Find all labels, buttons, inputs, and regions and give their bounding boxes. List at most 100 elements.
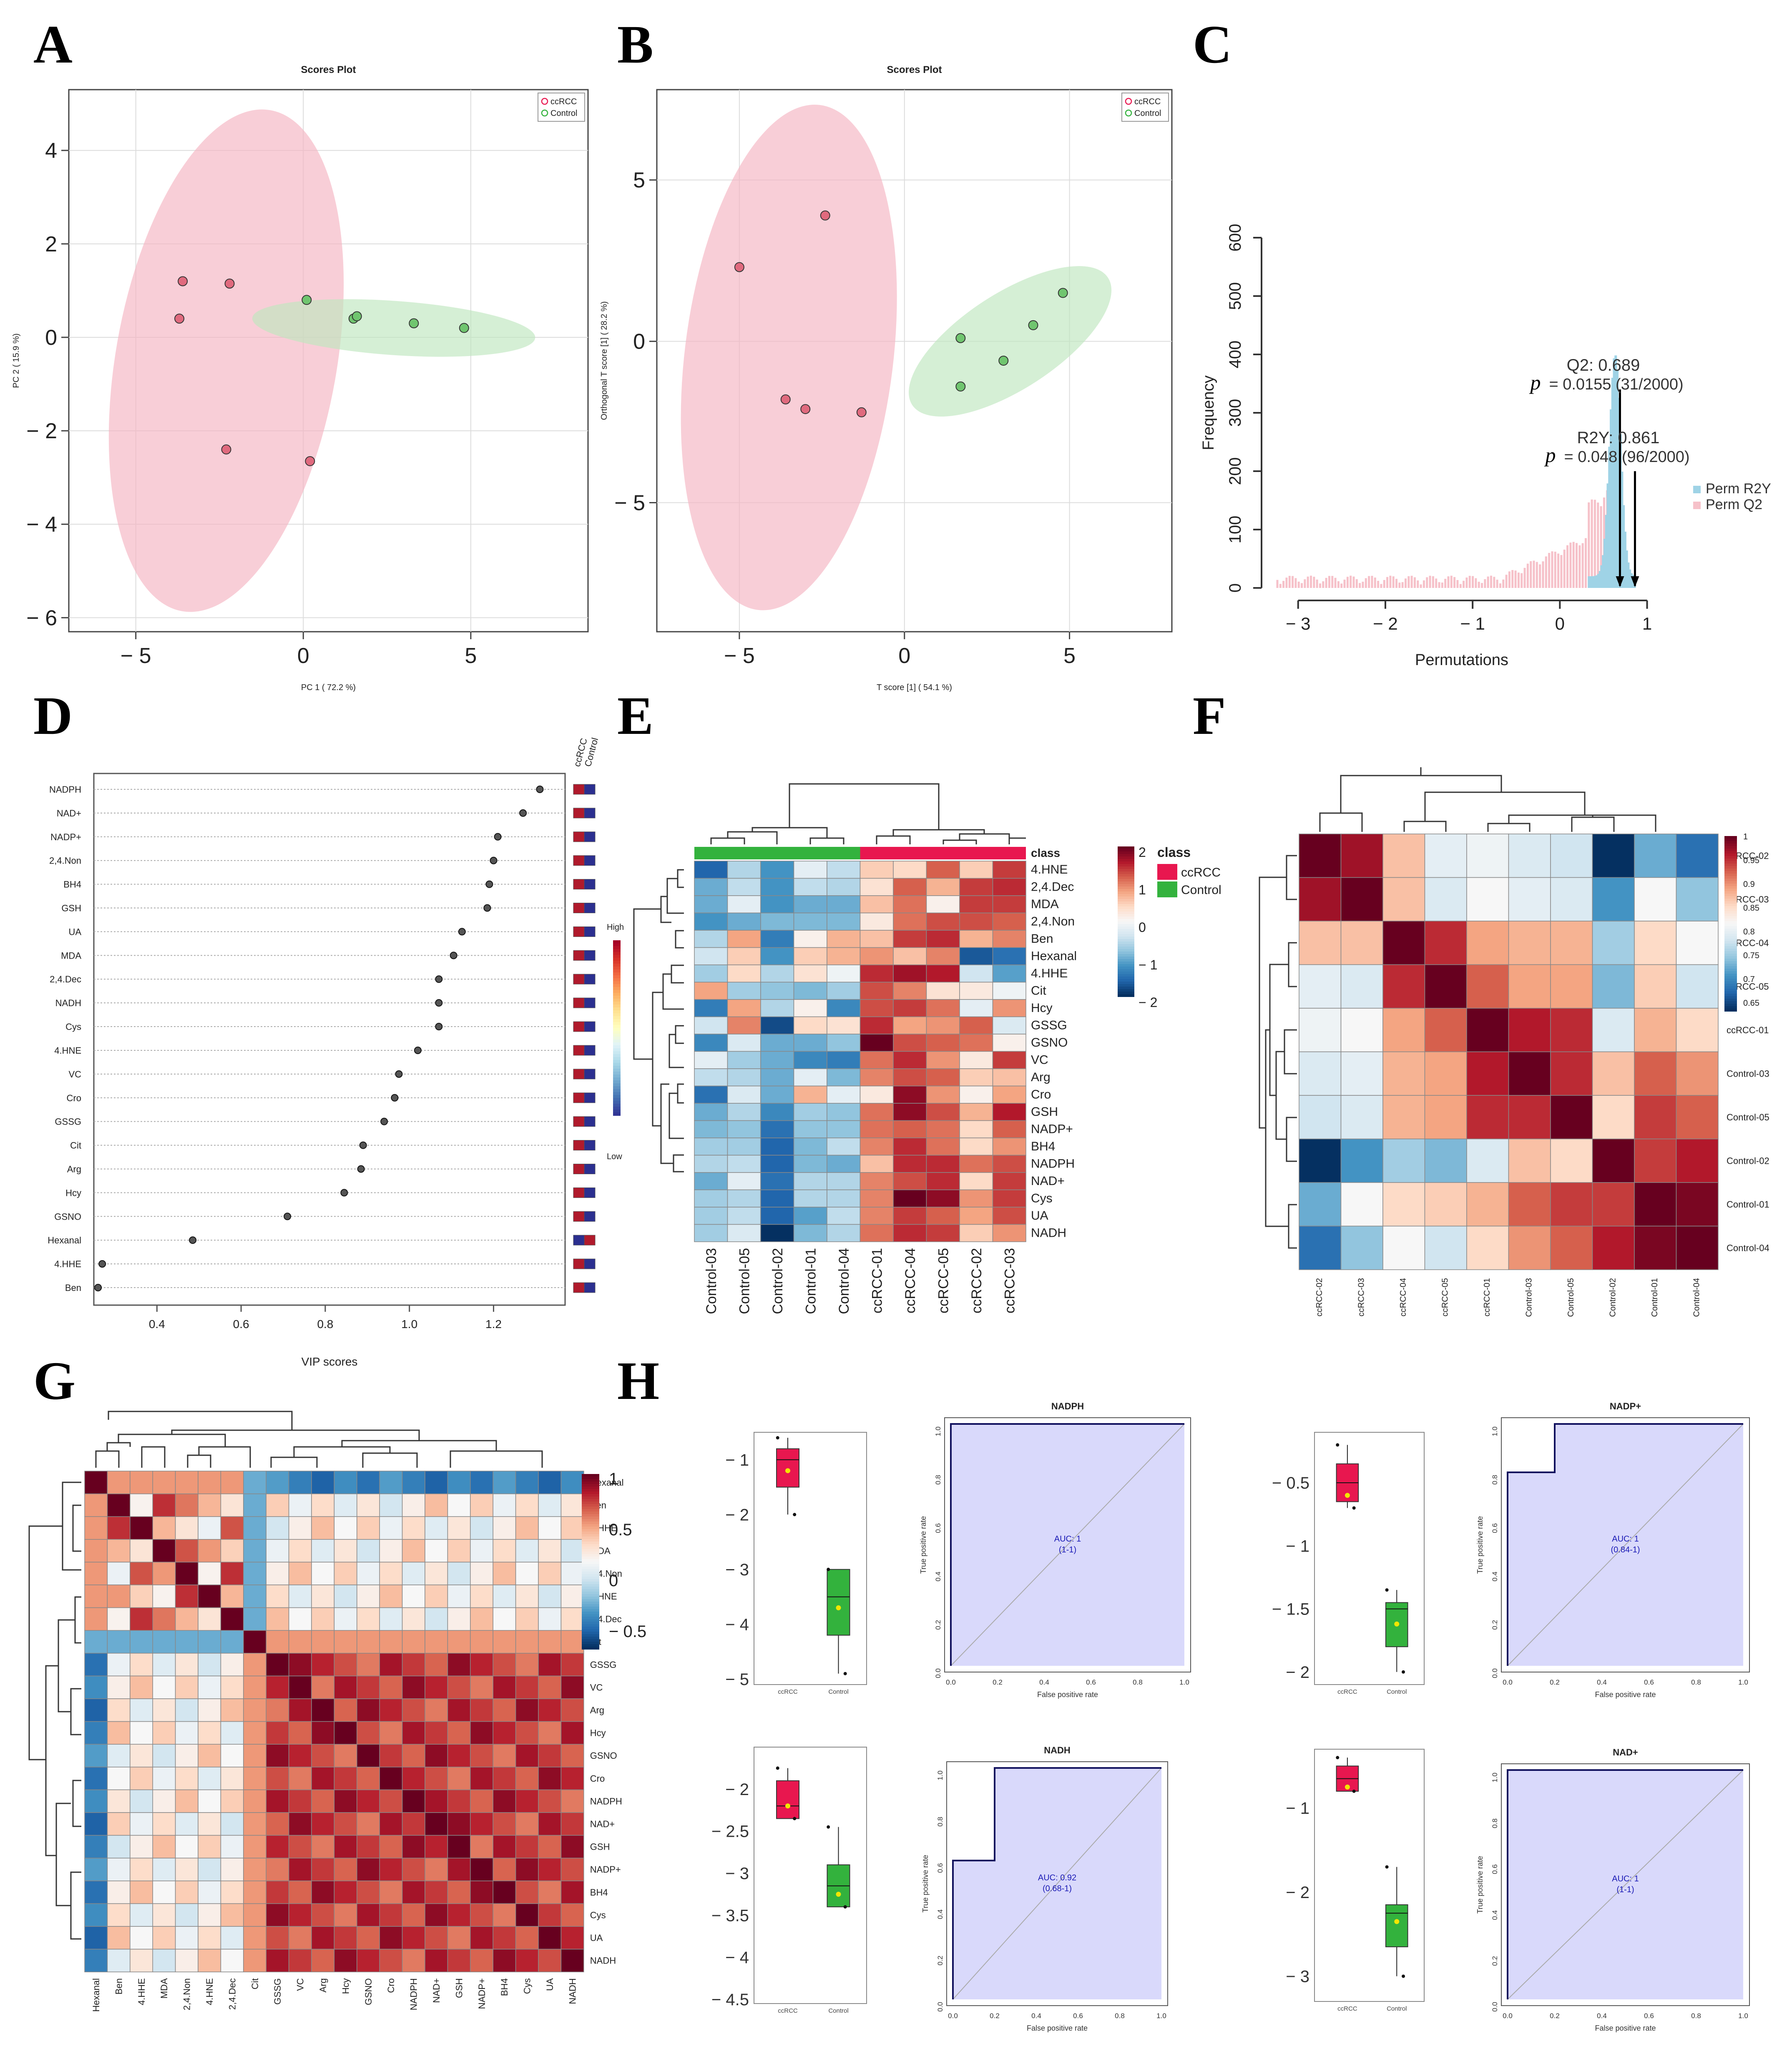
column-label: Control-05 bbox=[737, 1248, 753, 1314]
colorbar-tick: 0.8 bbox=[1743, 927, 1755, 937]
colorbar-segment bbox=[1724, 901, 1737, 904]
heatmap-cell bbox=[515, 1949, 539, 1972]
heatmap-cell bbox=[694, 1224, 728, 1242]
heatmap-cell bbox=[1592, 921, 1635, 965]
perm-q2-bar bbox=[1472, 576, 1474, 588]
heatmap-cell bbox=[447, 1881, 471, 1904]
colorbar-segment bbox=[1118, 884, 1134, 887]
colorbar-segment bbox=[582, 1512, 599, 1514]
heatmap-cell bbox=[1424, 1095, 1467, 1140]
panel-letter-B: B bbox=[617, 15, 653, 75]
colorbar-segment bbox=[1724, 889, 1737, 891]
heatmap-cell bbox=[493, 1675, 516, 1699]
heatmap-cell bbox=[1592, 834, 1635, 878]
roc-curve bbox=[950, 1423, 1184, 1666]
heatmap-cell bbox=[760, 1016, 794, 1035]
colorbar-segment bbox=[1724, 869, 1737, 871]
colorbar-segment bbox=[613, 990, 621, 993]
x-axis-label: VIP scores bbox=[302, 1355, 358, 1368]
heatmap-cell bbox=[152, 1675, 176, 1699]
annotation-stat: Q2: 0.689 bbox=[1567, 356, 1640, 374]
heatmap-cell bbox=[447, 1653, 471, 1677]
group-cell bbox=[573, 879, 585, 890]
heatmap-cell bbox=[827, 1034, 861, 1052]
heatmap-cell bbox=[447, 1675, 471, 1699]
heatmap-cell bbox=[860, 999, 894, 1017]
roc-y-tick: 0.8 bbox=[1491, 1475, 1499, 1485]
heatmap-cell bbox=[379, 1584, 403, 1608]
heatmap-cell bbox=[379, 1789, 403, 1813]
colorbar-label: High bbox=[607, 923, 624, 932]
metabolite-label: 2,4.Dec bbox=[50, 974, 81, 984]
heatmap-cell bbox=[493, 1698, 516, 1722]
perm-q2-bar bbox=[1523, 567, 1526, 588]
heatmap-cell bbox=[266, 1903, 289, 1927]
heatmap-cell bbox=[893, 930, 927, 948]
heatmap-cell bbox=[760, 912, 794, 931]
box-group-label: ccRCC bbox=[778, 1688, 798, 1695]
colorbar-segment bbox=[1118, 964, 1134, 967]
heatmap-cell bbox=[694, 895, 728, 914]
heatmap-cell bbox=[379, 1881, 403, 1904]
roc-x-tick: 0.6 bbox=[1644, 2012, 1654, 2020]
colorbar-segment bbox=[1118, 974, 1134, 977]
colorbar-segment bbox=[1724, 959, 1737, 962]
heatmap-cell bbox=[793, 1155, 827, 1173]
y-tick-label: − 2 bbox=[26, 419, 57, 443]
heatmap-cell bbox=[1340, 1138, 1383, 1183]
heatmap-cell bbox=[793, 1051, 827, 1069]
heatmap-cell bbox=[727, 1189, 761, 1208]
heatmap-cell bbox=[694, 1103, 728, 1121]
heatmap-cell bbox=[560, 1516, 584, 1540]
control-point bbox=[352, 311, 362, 321]
column-label: Cro bbox=[386, 1978, 396, 1993]
row-label: NADH bbox=[590, 1956, 616, 1966]
heatmap-cell bbox=[198, 1835, 221, 1858]
perm-q2-bar bbox=[1447, 576, 1450, 588]
colorbar-segment bbox=[582, 1524, 599, 1527]
colorbar-segment bbox=[1118, 957, 1134, 959]
colorbar-tick: 0.5 bbox=[609, 1521, 632, 1539]
colorbar-segment bbox=[1724, 874, 1737, 876]
heatmap-cell bbox=[266, 1630, 289, 1654]
heatmap-cell bbox=[1592, 1182, 1635, 1227]
box bbox=[776, 1448, 799, 1488]
heatmap-cell bbox=[1550, 1138, 1593, 1183]
colorbar-segment bbox=[613, 1072, 621, 1075]
heatmap-cell bbox=[1382, 1182, 1425, 1227]
heatmap-cell bbox=[130, 1721, 153, 1745]
heatmap-cell bbox=[538, 1926, 562, 1950]
y-tick-label: 200 bbox=[1226, 457, 1244, 485]
row-label: NADP+ bbox=[590, 1864, 621, 1875]
colorbar-segment bbox=[1118, 949, 1134, 952]
heatmap-cell bbox=[175, 1539, 199, 1563]
heatmap-cell bbox=[1382, 1051, 1425, 1096]
perm-q2-bar bbox=[1545, 556, 1547, 588]
colorbar-segment bbox=[1724, 944, 1737, 947]
vip-point bbox=[458, 928, 466, 936]
row-label: GSNO bbox=[1031, 1036, 1068, 1050]
heatmap-cell bbox=[793, 1085, 827, 1104]
heatmap-cell bbox=[470, 1562, 493, 1585]
heatmap-cell bbox=[84, 1789, 108, 1813]
heatmap-cell bbox=[893, 982, 927, 1000]
heatmap-cell bbox=[357, 1744, 380, 1768]
heatmap-cell bbox=[447, 1562, 471, 1585]
colorbar-segment bbox=[1118, 989, 1134, 992]
heatmap-cell bbox=[198, 1471, 221, 1494]
colorbar-segment bbox=[582, 1644, 599, 1647]
perm-q2-bar bbox=[1576, 543, 1578, 588]
colorbar-segment bbox=[582, 1647, 599, 1650]
vip-point bbox=[435, 999, 443, 1007]
heatmap-cell bbox=[425, 1812, 448, 1836]
heatmap-cell bbox=[288, 1516, 312, 1540]
perm-q2-bar bbox=[1392, 576, 1395, 588]
heatmap-cell bbox=[827, 1224, 861, 1242]
heatmap-cell bbox=[334, 1562, 357, 1585]
heatmap-cell bbox=[84, 1949, 108, 1972]
control-point bbox=[955, 333, 966, 343]
colorbar-segment bbox=[1724, 936, 1737, 939]
perm-q2-bar bbox=[1459, 584, 1462, 588]
heatmap-cell bbox=[538, 1493, 562, 1517]
